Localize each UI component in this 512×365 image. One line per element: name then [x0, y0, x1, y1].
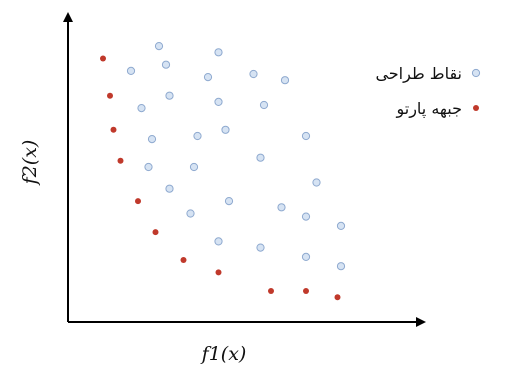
design-point-12 — [147, 135, 157, 144]
design-point-18 — [256, 153, 265, 162]
design-point-10 — [214, 97, 223, 107]
x-axis-label: f1(x) — [200, 343, 247, 365]
legend-marker-pareto — [473, 105, 479, 111]
design-point-23 — [277, 203, 286, 212]
legend-label-pareto: جبهه پارتو — [395, 99, 462, 119]
y-axis-label: f2(x) — [19, 140, 41, 187]
design-point-3 — [126, 66, 136, 76]
design-point-8 — [137, 104, 146, 113]
pareto-point-6 — [152, 229, 159, 236]
design-point-17 — [189, 162, 199, 172]
design-point-16 — [144, 162, 153, 172]
design-point-5 — [203, 73, 213, 82]
design-point-22 — [186, 209, 195, 218]
design-point-7 — [280, 76, 290, 85]
design-point-27 — [256, 243, 265, 252]
design-point-20 — [224, 197, 234, 206]
design-point-24 — [301, 212, 311, 221]
design-point-1 — [154, 42, 164, 51]
design-point-6 — [249, 69, 258, 79]
pareto-point-10 — [303, 288, 309, 294]
legend: نقاط طراحی جبهه پارتو — [375, 64, 481, 119]
design-point-15 — [301, 131, 311, 141]
pareto-point-2 — [107, 92, 113, 99]
design-point-19 — [165, 184, 174, 193]
design-point-28 — [301, 252, 311, 261]
pareto-point-9 — [268, 288, 274, 294]
legend-label-design-points: نقاط طراحی — [375, 64, 462, 84]
design-point-13 — [193, 131, 202, 141]
design-point-21 — [312, 178, 321, 187]
pareto-point-7 — [180, 257, 187, 263]
design-point-14 — [221, 125, 230, 134]
design-point-11 — [259, 100, 269, 110]
pareto-point-1 — [100, 55, 106, 62]
design-point-25 — [336, 221, 346, 230]
design-point-4 — [161, 60, 171, 69]
design-point-2 — [214, 48, 223, 57]
design-point-29 — [336, 262, 346, 271]
design-point-9 — [165, 91, 174, 100]
pareto-point-5 — [135, 198, 141, 205]
pareto-point-4 — [117, 157, 124, 164]
design-point-26 — [214, 237, 223, 246]
pareto-point-3 — [110, 126, 117, 133]
pareto-point-8 — [215, 269, 222, 276]
pareto-point-11 — [334, 294, 341, 301]
legend-marker-design-points — [471, 68, 481, 78]
points-layer — [100, 42, 346, 301]
